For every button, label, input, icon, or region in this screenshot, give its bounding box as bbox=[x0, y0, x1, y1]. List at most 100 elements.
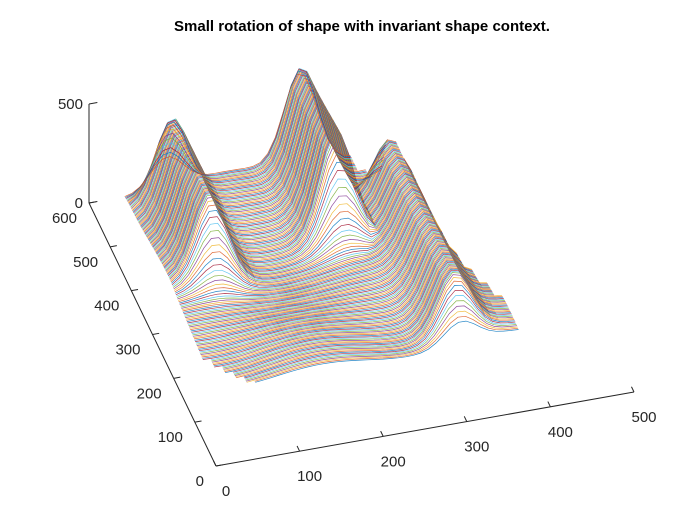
x-tick-label: 100 bbox=[297, 468, 322, 485]
x-tick-label: 0 bbox=[222, 483, 230, 500]
surface-profile-line bbox=[179, 204, 458, 304]
x-tick-label: 200 bbox=[381, 453, 406, 470]
surface-profile-line bbox=[197, 243, 492, 349]
surface-profile-line bbox=[185, 218, 472, 320]
y-tick-mark bbox=[173, 376, 181, 379]
surface-profile-line bbox=[244, 295, 516, 380]
surface-profile-line bbox=[198, 244, 492, 350]
surface-profile-line bbox=[176, 198, 448, 297]
surface-profile-line bbox=[199, 246, 494, 353]
surface-profile-line bbox=[192, 231, 479, 336]
surface-profile-line bbox=[235, 277, 514, 378]
surface-profile-line bbox=[187, 221, 474, 324]
surface-profile-line bbox=[180, 206, 459, 307]
surface-profile-line bbox=[126, 67, 353, 200]
surface-profile-line bbox=[191, 229, 478, 333]
surface-profile-line bbox=[246, 310, 518, 383]
surface-profile-line bbox=[172, 190, 444, 287]
surface-profile-line bbox=[254, 315, 519, 382]
z-tick-mark bbox=[88, 201, 98, 204]
surface-profile-line bbox=[184, 214, 463, 316]
surface-profile-line bbox=[195, 238, 490, 344]
surface-profile-line bbox=[186, 219, 473, 321]
surface-profile-line bbox=[190, 227, 477, 330]
x-tick-mark bbox=[213, 460, 217, 467]
tick-marks bbox=[88, 102, 635, 467]
x-axis-line bbox=[215, 391, 635, 467]
surface-profile-line bbox=[245, 300, 517, 381]
surface-profile-line bbox=[177, 200, 449, 300]
surface-profile-line bbox=[125, 70, 352, 198]
surface-profile-line bbox=[178, 203, 458, 303]
y-tick-mark bbox=[215, 464, 223, 467]
y-tick-mark bbox=[110, 245, 117, 248]
surface-profile-line bbox=[188, 223, 475, 326]
surface-profile-line bbox=[125, 68, 352, 199]
surface-profile-line bbox=[174, 193, 446, 291]
x-tick-mark bbox=[463, 416, 468, 422]
surface-profile-line bbox=[182, 211, 462, 312]
surface-profile-line bbox=[177, 201, 457, 301]
surface-profile-line bbox=[198, 245, 493, 352]
y-tick-mark bbox=[152, 332, 160, 335]
surface-profile-line bbox=[243, 285, 515, 378]
surface-profile-line bbox=[246, 305, 518, 382]
surface-profile-line bbox=[190, 228, 477, 332]
x-tick-mark bbox=[631, 386, 635, 393]
surface-profile-line bbox=[189, 225, 476, 328]
x-tick-mark bbox=[380, 430, 384, 437]
surface-profile-line bbox=[196, 240, 490, 345]
surface-profile-line bbox=[171, 188, 443, 284]
x-tick-label: 300 bbox=[464, 439, 489, 456]
surface-profile-line bbox=[187, 222, 475, 325]
y-tick-label: 600 bbox=[52, 210, 77, 227]
surface-profile-line bbox=[172, 191, 445, 288]
surface-profile-line bbox=[182, 212, 462, 313]
surface-profile-line bbox=[173, 192, 445, 290]
y-tick-label: 200 bbox=[137, 385, 162, 402]
chart-title: Small rotation of shape with invariant s… bbox=[174, 18, 550, 35]
y-tick-mark bbox=[131, 288, 139, 292]
surface-profile-line bbox=[200, 248, 494, 354]
surface-profile-line bbox=[179, 205, 459, 305]
plot-lines bbox=[124, 67, 519, 383]
surface-profile-line bbox=[174, 195, 446, 293]
z-tick-label: 500 bbox=[58, 96, 83, 113]
surface-profile-line bbox=[195, 237, 489, 342]
surface-profile-line bbox=[193, 234, 487, 338]
z-tick-label: 0 bbox=[75, 195, 83, 212]
surface-profile-line bbox=[191, 230, 478, 334]
surface-profile-line bbox=[193, 235, 488, 340]
y-tick-label: 100 bbox=[158, 429, 183, 446]
y-tick-label: 500 bbox=[73, 254, 98, 271]
surface-profile-line bbox=[255, 320, 519, 383]
surface-profile-line bbox=[192, 233, 479, 337]
x-tick-label: 500 bbox=[631, 409, 656, 426]
surface-profile-line bbox=[171, 189, 444, 285]
surface-profile-line bbox=[189, 226, 476, 329]
surface-profile-line bbox=[184, 215, 464, 317]
y-tick-label: 300 bbox=[115, 342, 140, 359]
surface-profile-line bbox=[196, 241, 491, 346]
surface-profile-line bbox=[235, 280, 515, 379]
surface-profile-line bbox=[124, 73, 351, 197]
z-tick-mark bbox=[88, 102, 98, 105]
y-tick-label: 0 bbox=[196, 473, 204, 490]
surface-profile-line bbox=[244, 289, 516, 379]
surface-profile-line bbox=[181, 208, 461, 309]
surface-profile-line bbox=[194, 236, 488, 341]
surface-profile-line bbox=[175, 197, 448, 296]
x-tick-mark bbox=[547, 401, 551, 408]
x-tick-mark bbox=[296, 445, 301, 452]
surface-profile-line bbox=[186, 220, 473, 322]
y-tick-mark bbox=[194, 420, 202, 423]
surface-profile-line bbox=[175, 196, 447, 294]
surface-profile-line bbox=[176, 199, 449, 298]
y-tick-label: 400 bbox=[94, 298, 119, 315]
surface-profile-line bbox=[183, 213, 463, 315]
surface-profile-line bbox=[234, 274, 514, 376]
surface-profile-line bbox=[197, 242, 491, 348]
surface-profile-line bbox=[185, 216, 464, 318]
